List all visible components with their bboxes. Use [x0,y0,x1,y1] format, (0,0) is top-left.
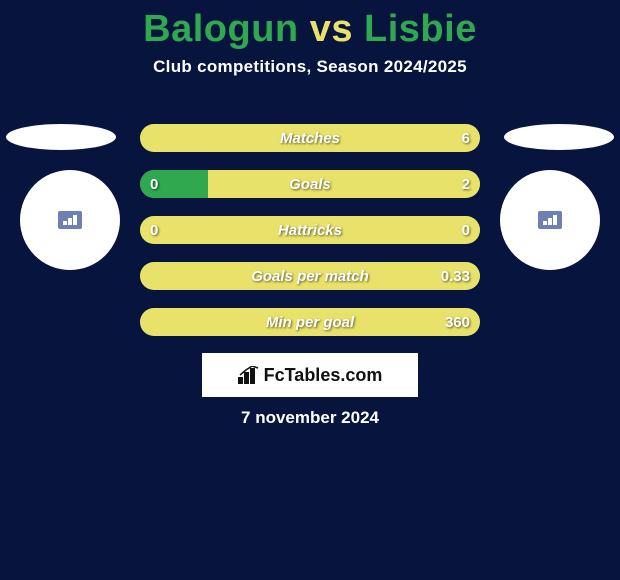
brand-logo-text: FcTables.com [264,365,383,386]
footer-date: 7 november 2024 [0,408,620,428]
stat-row: 6Matches [140,124,480,152]
player2-avatar [500,170,600,270]
stat-label: Hattricks [140,216,480,244]
title-vs: vs [310,8,353,50]
stat-row: 02Goals [140,170,480,198]
page-title: Balogun vs Lisbie [0,0,620,51]
stats-panel: 6Matches 02Goals 00Hattricks 0.33Goals per … [140,124,480,354]
stat-label: Goals [140,170,480,198]
stat-label: Min per goal [140,308,480,336]
stat-row: 360Min per goal [140,308,480,336]
player1-avatar [20,170,120,270]
stat-label: Goals per match [140,262,480,290]
stat-row: 00Hattricks [140,216,480,244]
chart-icon [238,366,260,384]
title-player1: Balogun [143,8,298,50]
brand-logo: FcTables.com [202,353,418,397]
stat-label: Matches [140,124,480,152]
subtitle: Club competitions, Season 2024/2025 [0,57,620,77]
title-player2: Lisbie [364,8,477,50]
stat-row: 0.33Goals per match [140,262,480,290]
decor-ellipse-left [6,124,116,150]
decor-ellipse-right [504,124,614,150]
player1-placeholder-icon [58,211,82,229]
player2-placeholder-icon [538,211,562,229]
